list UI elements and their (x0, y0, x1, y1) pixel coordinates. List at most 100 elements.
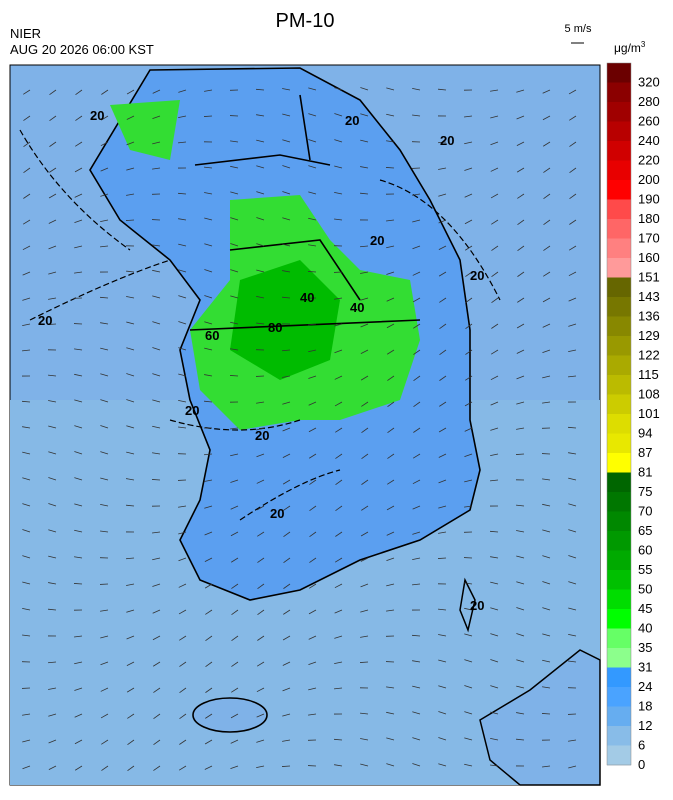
colorbar-segment (607, 629, 631, 649)
colorbar-label: 45 (638, 601, 652, 616)
colorbar-segment (607, 648, 631, 668)
colorbar-segment (607, 239, 631, 259)
colorbar-segment (607, 375, 631, 395)
contour-label: 60 (205, 328, 219, 343)
colorbar-label: 35 (638, 640, 652, 655)
colorbar-label: 136 (638, 309, 660, 324)
colorbar-segment (607, 83, 631, 103)
colorbar-segment (607, 297, 631, 317)
colorbar-segment (607, 63, 631, 83)
colorbar-segment (607, 492, 631, 512)
contour-label: 40 (350, 300, 364, 315)
colorbar-label: 87 (638, 445, 652, 460)
map: 20 20 20 20 20 20 40 40 60 80 20 20 20 2… (10, 65, 600, 785)
colorbar-label: 143 (638, 289, 660, 304)
colorbar-label: 190 (638, 192, 660, 207)
contour-label: 20 (185, 403, 199, 418)
colorbar-label: 0 (638, 757, 645, 772)
wind-arrow (74, 583, 82, 584)
colorbar-label: 55 (638, 562, 652, 577)
colorbar-label: 260 (638, 114, 660, 129)
colorbar-segment (607, 356, 631, 376)
colorbar-label: 31 (638, 660, 652, 675)
wind-scale-label: 5 m/s (565, 23, 592, 35)
colorbar-segment (607, 278, 631, 298)
colorbar-label: 108 (638, 387, 660, 402)
colorbar-segment (607, 726, 631, 746)
colorbar-segment (607, 687, 631, 707)
colorbar-label: 200 (638, 172, 660, 187)
colorbar-segment (607, 512, 631, 532)
colorbar-label: 122 (638, 348, 660, 363)
colorbar-segment (607, 141, 631, 161)
colorbar-segment (607, 746, 631, 766)
colorbar-segment (607, 336, 631, 356)
contour-label: 20 (470, 268, 484, 283)
colorbar-label: 115 (638, 367, 659, 382)
agency: NIER (10, 26, 41, 41)
colorbar-label: 81 (638, 465, 652, 480)
colorbar-segment (607, 434, 631, 454)
colorbar-segment (607, 453, 631, 473)
unit: μg/m3 (614, 40, 646, 55)
timestamp: AUG 20 2026 06:00 KST (10, 42, 154, 57)
contour-label: 40 (300, 290, 314, 305)
colorbar-segment (607, 258, 631, 278)
colorbar-label: 60 (638, 543, 652, 558)
colorbar-label: 240 (638, 133, 660, 148)
colorbar-segment (607, 473, 631, 493)
jeju (193, 698, 267, 732)
colorbar: 3202802602402202001901801701601511431361… (607, 63, 660, 772)
colorbar-label: 151 (638, 270, 660, 285)
colorbar-label: 75 (638, 484, 652, 499)
colorbar-label: 70 (638, 504, 652, 519)
colorbar-label: 24 (638, 679, 652, 694)
contour-label: 20 (440, 133, 454, 148)
colorbar-label: 220 (638, 153, 660, 168)
contour-label: 20 (370, 233, 384, 248)
colorbar-segment (607, 414, 631, 434)
colorbar-label: 160 (638, 250, 660, 265)
colorbar-segment (607, 609, 631, 629)
contour-label: 80 (268, 320, 282, 335)
wind-arrow (386, 167, 394, 168)
colorbar-label: 129 (638, 328, 660, 343)
colorbar-label: 6 (638, 738, 645, 753)
contour-label: 20 (270, 506, 284, 521)
colorbar-segment (607, 161, 631, 181)
unit-text: μg/m (614, 41, 641, 55)
colorbar-segment (607, 180, 631, 200)
colorbar-label: 18 (638, 699, 652, 714)
title: PM-10 (276, 10, 335, 32)
colorbar-segment (607, 668, 631, 688)
contour-label: 20 (255, 428, 269, 443)
colorbar-segment (607, 395, 631, 415)
wind-arrow (152, 479, 160, 480)
unit-power: 3 (641, 40, 646, 49)
colorbar-segment (607, 102, 631, 122)
wind-arrow (308, 271, 316, 272)
colorbar-label: 280 (638, 94, 660, 109)
colorbar-segment (607, 200, 631, 220)
colorbar-segment (607, 590, 631, 610)
colorbar-label: 65 (638, 523, 652, 538)
colorbar-label: 50 (638, 582, 652, 597)
contour-label: 20 (345, 113, 359, 128)
colorbar-label: 170 (638, 231, 660, 246)
wind-arrow (230, 375, 238, 376)
colorbar-segment (607, 531, 631, 551)
colorbar-segment (607, 551, 631, 571)
colorbar-label: 94 (638, 426, 652, 441)
colorbar-label: 180 (638, 211, 660, 226)
colorbar-segment (607, 122, 631, 142)
colorbar-segment (607, 317, 631, 337)
colorbar-segment (607, 570, 631, 590)
colorbar-label: 101 (638, 406, 660, 421)
colorbar-segment (607, 707, 631, 727)
contour-label: 20 (38, 313, 52, 328)
wind-arrow (542, 713, 550, 714)
contour-label: 20 (470, 598, 484, 613)
colorbar-segment (607, 219, 631, 239)
colorbar-label: 40 (638, 621, 652, 636)
